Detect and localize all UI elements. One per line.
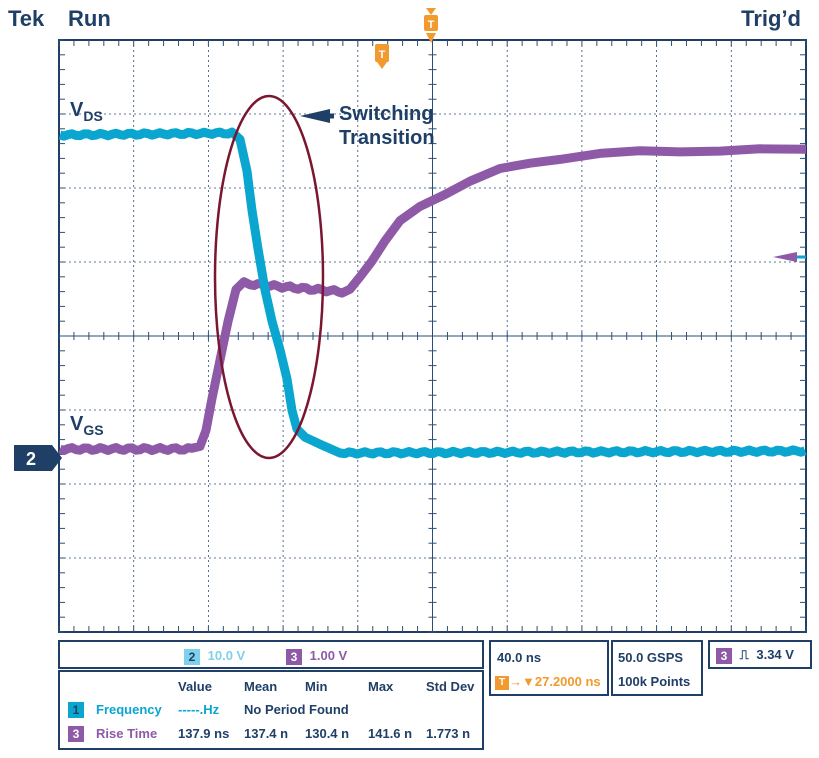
ch2-vds-waveform [58,127,807,459]
vds-label: VDS [70,99,103,124]
col-header-mean: Mean [244,679,278,694]
ch3-scale-value: 1.00 V [309,648,348,663]
ch3-scale[interactable]: 3 1.00 V [286,648,347,665]
row-rise-time-max: 141.6 n [368,726,413,741]
rising-edge-icon: ⎍ [739,647,749,662]
table-row[interactable]: 1 Frequency -----.Hz No Period Found [60,700,482,720]
ch2-ground-label: 2 [26,449,36,469]
measurement-table[interactable]: Value Mean Min Max Std Dev 1 Frequency -… [58,670,484,750]
ch2-ground-marker[interactable]: 2 [14,445,62,471]
row-frequency-value: -----.Hz [178,702,220,717]
col-header-max: Max [368,679,394,694]
row-rise-time-chip: 3 [68,726,84,742]
row-frequency-name: Frequency [96,702,162,717]
trigger-offset[interactable]: T →▼27.2000 ns [495,674,601,690]
vgs-label: VGS [70,413,104,438]
callout-line-1: Switching [339,103,434,125]
row-frequency-note: No Period Found [244,702,349,717]
trigger-status-label: Trig’d [741,6,801,31]
callout-arrow-icon [300,109,330,123]
row-rise-time-name: Rise Time [96,726,158,741]
trigger-offset-icon: T [495,675,509,690]
row-rise-time-min: 130.4 n [305,726,350,741]
time-per-div: 40.0 ns [497,650,542,665]
trigger-position-marker[interactable]: T [424,8,438,43]
row-rise-time-value: 137.9 ns [178,726,230,741]
trigger-position-label: T [428,19,435,31]
callout-line-2: Transition [339,127,435,149]
table-row[interactable]: 3 Rise Time 137.9 ns 137.4 n 130.4 n 141… [60,724,482,744]
ch2-chip: 2 [184,648,200,665]
row-rise-time-mean: 137.4 n [244,726,289,741]
switching-ellipse [213,94,325,460]
col-header-value: Value [178,679,212,694]
trigger-setting: 3 ⎍ 3.34 V [716,647,794,664]
brand-label: Tek [8,6,45,31]
trigger-reference-label: T [379,49,386,61]
timebase-panel[interactable]: 40.0 ns T →▼27.2000 ns [489,640,609,696]
col-header-std-dev: Std Dev [426,679,475,694]
run-state-label: Run [68,6,111,31]
row-frequency-chip: 1 [68,702,84,718]
scope-display: T T 2 [14,8,807,633]
trigger-offset-value: 27.2000 ns [534,674,601,689]
acquisition-panel[interactable]: 50.0 GSPS 100k Points [611,640,703,696]
ch3-level-marker-icon [773,252,797,262]
trigger-channel-chip: 3 [716,647,732,664]
col-header-min: Min [305,679,328,694]
trigger-level: 3.34 V [756,647,794,662]
switching-transition-callout: Switching Transition [339,102,435,150]
ch3-chip: 3 [286,648,302,665]
record-length: 100k Points [618,674,691,689]
ch2-scale-value: 10.0 V [207,648,246,663]
row-rise-time-std: 1.773 n [426,726,471,741]
trigger-panel[interactable]: 3 ⎍ 3.34 V [708,640,812,669]
ch3-vgs-waveform [58,144,807,455]
trigger-reference-marker[interactable]: T [375,44,389,69]
channel-scale-bar[interactable]: 2 10.0 V 3 1.00 V [58,640,484,669]
sample-rate: 50.0 GSPS [618,650,684,665]
ch2-scale[interactable]: 2 10.0 V [184,648,245,665]
